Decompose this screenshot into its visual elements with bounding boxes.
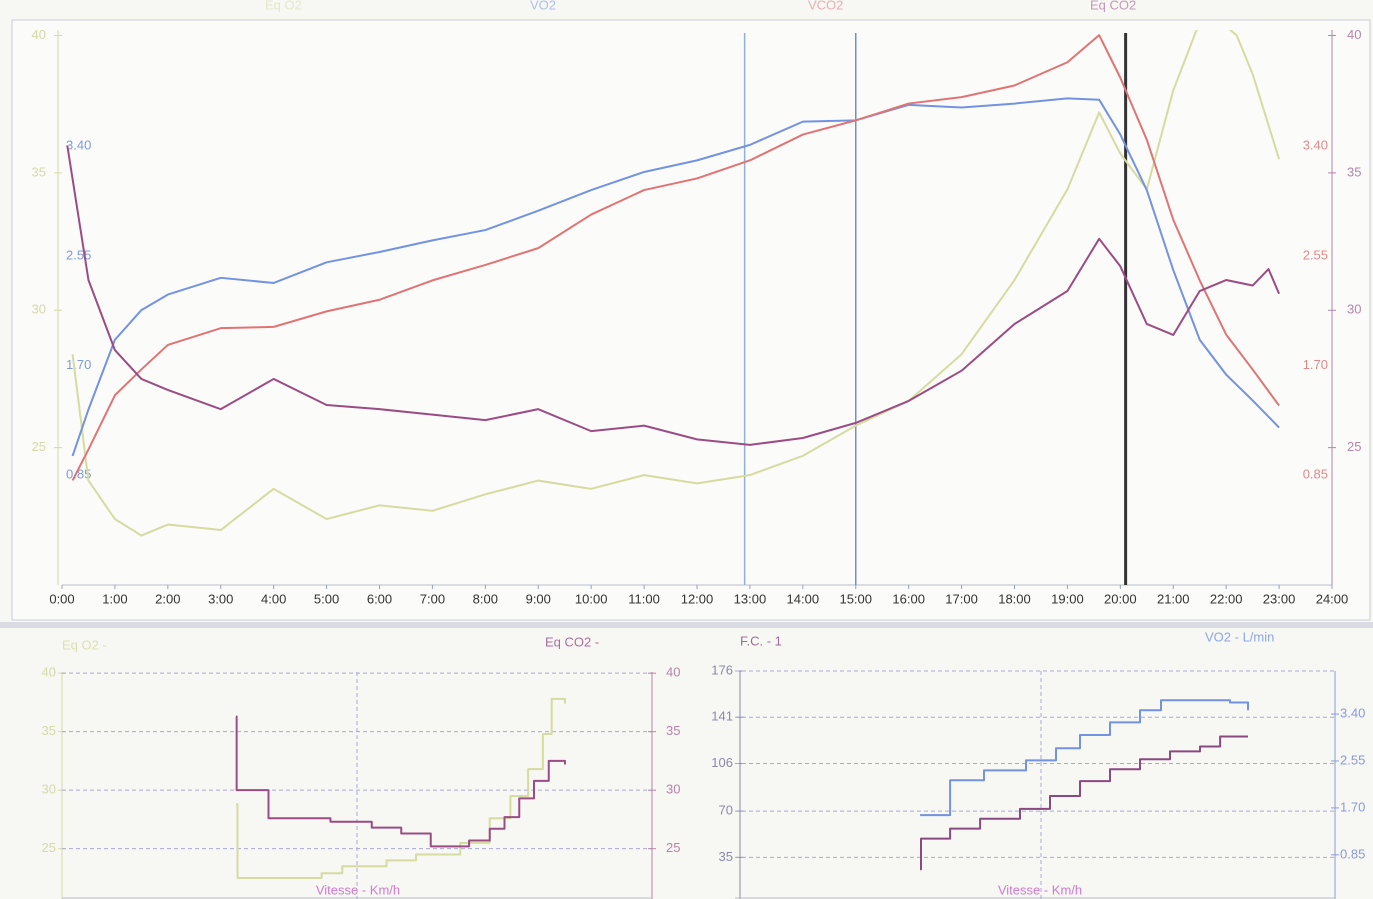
x-tick-label: 6:00 <box>367 591 392 606</box>
series-line <box>235 715 566 848</box>
x-tick-label: 8:00 <box>473 591 498 606</box>
y-tick-label: 3.40 <box>66 138 91 153</box>
y-tick-label: 30 <box>1347 302 1361 317</box>
y-tick-label: 40 <box>32 27 46 42</box>
y-tick-label: 106 <box>711 755 733 770</box>
y-tick-label: 25 <box>1347 439 1361 454</box>
y-tick-label: 40 <box>666 665 680 680</box>
x-tick-label: 16:00 <box>892 591 925 606</box>
x-axis-label: Vitesse - Km/h <box>998 882 1082 897</box>
y-tick-label: 141 <box>711 709 733 724</box>
top-frame <box>11 19 1371 621</box>
y-tick-label: 0.85 <box>1303 467 1328 482</box>
x-tick-label: 11:00 <box>628 591 660 606</box>
x-axis-label: Vitesse - Km/h <box>316 882 400 897</box>
x-tick-label: 24:00 <box>1316 591 1349 606</box>
x-tick-label: 22:00 <box>1210 591 1243 606</box>
series-line <box>920 699 1249 817</box>
legend-label: VO2 <box>530 0 556 12</box>
y-tick-label: 25 <box>42 840 56 855</box>
y-tick-label: 40 <box>1347 27 1361 42</box>
x-tick-label: 3:00 <box>208 591 233 606</box>
x-tick-label: 20:00 <box>1104 591 1137 606</box>
y-tick-label: 30 <box>42 782 56 797</box>
y-tick-label: 25 <box>32 439 46 454</box>
x-tick-label: 13:00 <box>734 591 767 606</box>
y-tick-label: 30 <box>32 302 46 317</box>
legend-label: Eq O2 - <box>62 637 107 652</box>
separator <box>0 622 1373 628</box>
x-tick-label: 14:00 <box>787 591 820 606</box>
legend-label: VCO2 <box>808 0 843 12</box>
y-tick-label: 35 <box>42 723 56 738</box>
y-tick-label: 0.85 <box>66 467 91 482</box>
series-line <box>71 30 1281 537</box>
x-tick-label: 19:00 <box>1051 591 1084 606</box>
y-tick-label: 3.40 <box>1303 138 1328 153</box>
x-tick-label: 0:00 <box>49 591 74 606</box>
series-line <box>236 697 566 879</box>
y-tick-label: 1.70 <box>1340 799 1365 814</box>
y-tick-label: 176 <box>711 662 733 677</box>
x-tick-label: 2:00 <box>155 591 180 606</box>
y-tick-label: 70 <box>719 803 733 818</box>
x-tick-label: 4:00 <box>261 591 286 606</box>
x-tick-label: 18:00 <box>998 591 1031 606</box>
x-tick-label: 12:00 <box>681 591 714 606</box>
y-tick-label: 25 <box>666 840 680 855</box>
y-tick-label: 0.85 <box>1340 846 1365 861</box>
legend-label: Eq O2 <box>265 0 302 12</box>
series-line <box>71 97 1280 457</box>
x-tick-label: 5:00 <box>314 591 339 606</box>
y-tick-label: 1.70 <box>1303 357 1328 372</box>
legend-label: VO2 - L/min <box>1205 629 1274 644</box>
legend-label: Eq CO2 <box>1090 0 1136 12</box>
x-tick-label: 23:00 <box>1263 591 1296 606</box>
series-line <box>920 735 1248 871</box>
y-tick-label: 30 <box>666 782 680 797</box>
x-tick-label: 15:00 <box>839 591 872 606</box>
legend-label: Eq CO2 - <box>545 634 599 649</box>
x-tick-label: 7:00 <box>420 591 445 606</box>
series-line <box>66 145 1280 446</box>
y-tick-label: 1.70 <box>66 357 91 372</box>
y-tick-label: 35 <box>32 164 46 179</box>
x-tick-label: 17:00 <box>945 591 978 606</box>
x-tick-label: 1:00 <box>102 591 127 606</box>
y-tick-label: 35 <box>1347 164 1361 179</box>
legend-label: F.C. - 1 <box>740 633 782 648</box>
y-tick-label: 2.55 <box>1340 752 1365 767</box>
x-tick-label: 9:00 <box>526 591 551 606</box>
y-tick-label: 35 <box>666 723 680 738</box>
x-tick-label: 21:00 <box>1157 591 1190 606</box>
x-tick-label: 10:00 <box>575 591 608 606</box>
y-tick-label: 2.55 <box>66 247 91 262</box>
y-tick-label: 2.55 <box>1303 247 1328 262</box>
y-tick-label: 35 <box>719 849 733 864</box>
y-tick-label: 40 <box>42 665 56 680</box>
y-tick-label: 3.40 <box>1340 705 1365 720</box>
series-line <box>71 34 1280 481</box>
